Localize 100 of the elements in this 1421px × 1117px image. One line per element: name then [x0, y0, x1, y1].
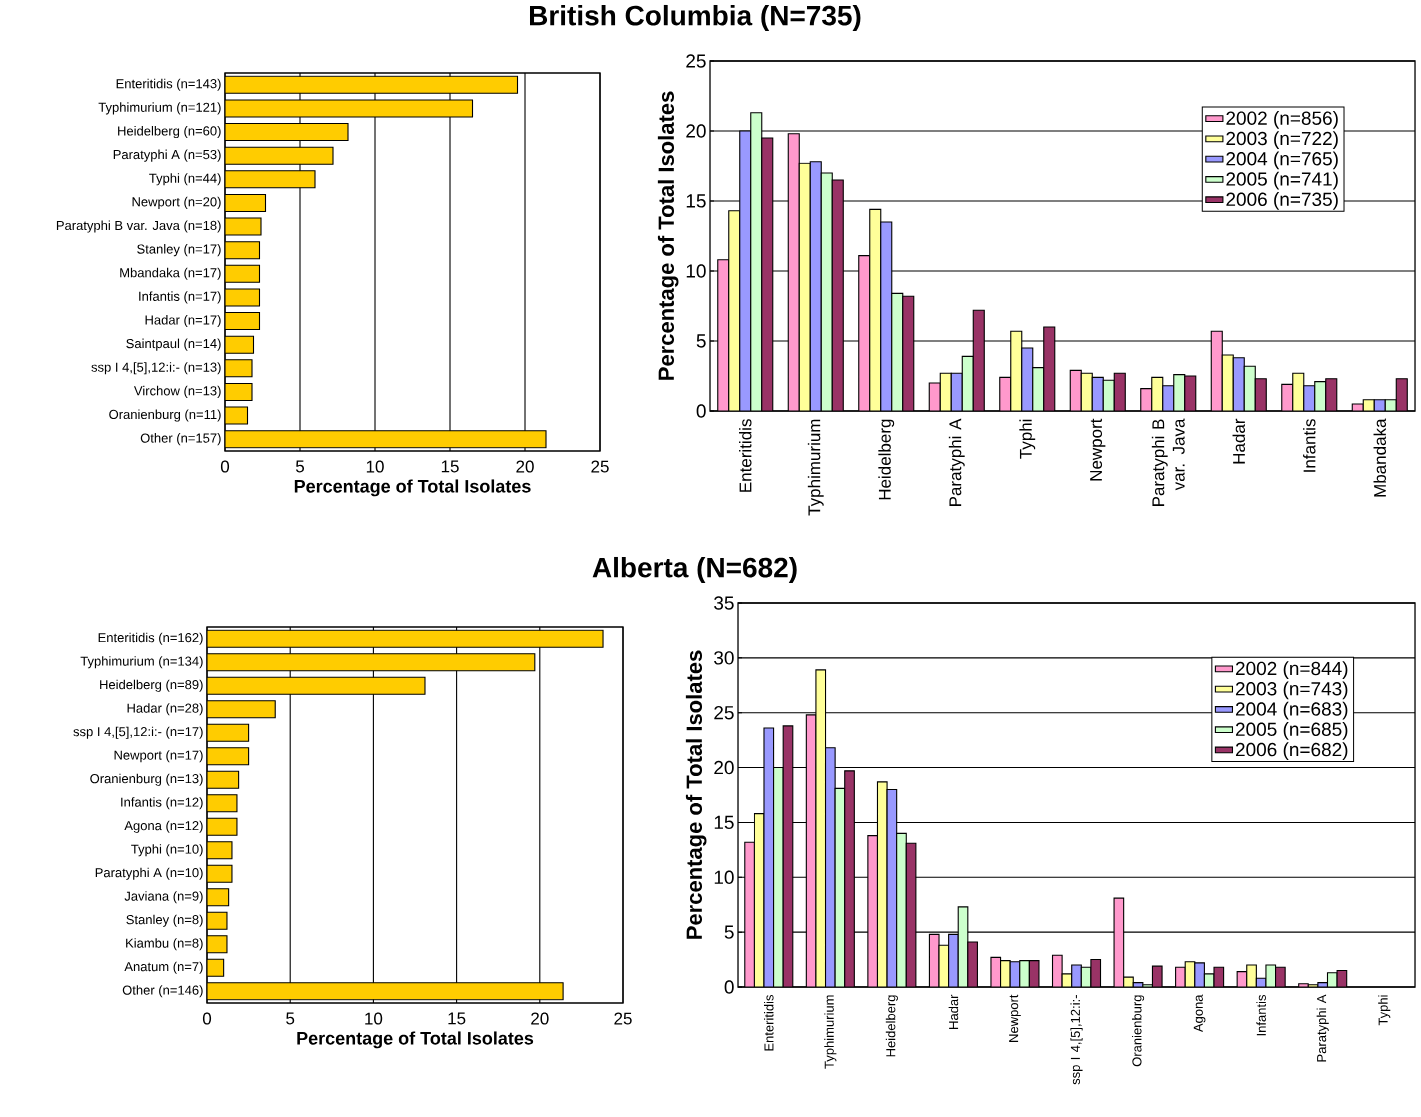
bar — [207, 700, 276, 719]
legend-label: 2004 (n=765) — [1226, 151, 1338, 170]
legend-label: 2006 (n=682) — [1235, 742, 1348, 761]
y-tick-label: Agona (n=12) — [124, 820, 203, 833]
y-tick-label: 0 — [696, 404, 706, 418]
x-tick-label: Newport — [1090, 418, 1106, 481]
y-tick-label: Typhimurium (n=121) — [98, 102, 221, 115]
bar — [207, 629, 604, 648]
y-tick-label: ssp I 4,[5],12:i:- (n=13) — [91, 362, 221, 375]
bar — [831, 179, 844, 411]
x-tick-label: Newport — [1009, 994, 1021, 1042]
y-tick-label: 15 — [714, 815, 734, 830]
y-tick-label: ssp I 4,[5],12:i:- (n=17) — [73, 726, 203, 739]
x-tick-label: Heidelberg — [885, 995, 898, 1057]
x-tick-label: Infantis — [1256, 995, 1266, 1036]
bar — [207, 653, 536, 672]
legend-label: 2002 (n=844) — [1235, 661, 1348, 679]
x-tick-label: Heidelberg — [878, 419, 895, 500]
y-tick-label: 15 — [686, 194, 706, 208]
x-tick-label: Paratyphi A — [1316, 994, 1329, 1062]
x-tick-label: Agona — [1193, 994, 1206, 1033]
y-tick-label: 0 — [724, 980, 734, 994]
y-tick-label: Other (n=157) — [140, 433, 221, 446]
y-tick-label: Infantis (n=17) — [139, 291, 221, 304]
y-tick-label: 20 — [714, 760, 734, 775]
x-tick-label: Infantis — [1303, 419, 1316, 472]
text: Alberta (N=682) — [592, 556, 797, 584]
y-tick-label: 25 — [714, 705, 734, 720]
legend-label: 2005 (n=685) — [1235, 722, 1348, 740]
y-tick-label: Typhi (n=44) — [149, 173, 221, 186]
bar — [869, 208, 882, 411]
y-tick-label: Typhimurium (n=134) — [80, 656, 203, 669]
y-tick-label: Hadar (n=28) — [127, 703, 203, 716]
bar — [225, 170, 316, 189]
bar — [948, 933, 959, 987]
bar — [207, 723, 250, 742]
y-tick-label: Javiana (n=9) — [124, 891, 203, 904]
bar — [728, 210, 741, 411]
bar — [225, 75, 519, 94]
y-tick-label: Saintpaul (n=14) — [126, 338, 221, 351]
legend-label: 2002 (n=856) — [1226, 110, 1338, 129]
legend-label: 2005 (n=741) — [1226, 171, 1338, 190]
bar — [744, 841, 755, 987]
x-tick-label: 20 — [516, 460, 534, 473]
y-tick-label: Enteritidis (n=143) — [116, 78, 221, 91]
x-tick-label: 10 — [365, 1012, 383, 1025]
bar — [844, 770, 855, 987]
bar — [225, 241, 261, 260]
y-tick-label: Newport (n=17) — [114, 750, 203, 763]
y-tick-label: Heidelberg (n=89) — [100, 679, 203, 692]
x-tick-label: ssp I 4,[5],12:i:- — [1070, 995, 1083, 1085]
bar — [207, 676, 426, 695]
y-tick-label: 5 — [724, 925, 734, 939]
y-tick-label: Stanley (n=8) — [126, 914, 203, 927]
x-tick-label: 0 — [202, 1012, 212, 1025]
bar — [739, 130, 752, 411]
y-tick-label: Other (n=146) — [122, 985, 203, 998]
bar — [967, 941, 978, 987]
bar — [787, 133, 800, 411]
x-tick-label: Typhimurium — [807, 419, 824, 516]
bar — [225, 264, 261, 283]
y-tick-label: Infantis (n=12) — [121, 797, 203, 810]
bar — [750, 112, 763, 411]
y-tick-label: Paratyphi A (n=10) — [95, 867, 203, 880]
y-tick-label: Virchow (n=13) — [133, 385, 221, 398]
y-tick-label: Oranienburg (n=13) — [90, 773, 203, 786]
bar — [858, 255, 871, 411]
y-tick-label: Paratyphi A (n=53) — [113, 149, 221, 162]
y-tick-label: 25 — [686, 54, 706, 68]
x-tick-label: Hadar — [1232, 418, 1246, 464]
bar — [225, 193, 267, 212]
bar — [820, 172, 833, 411]
legend-label: 2003 (n=722) — [1226, 131, 1338, 149]
bar — [891, 292, 904, 411]
x-tick-label: 25 — [591, 460, 609, 473]
x-tick-label: Paratyphi B var. Java — [1151, 418, 1185, 506]
bar — [717, 259, 730, 411]
y-tick-label: Kiambu (n=8) — [126, 938, 203, 951]
x-tick-label: 10 — [366, 460, 384, 473]
y-tick-label: Mbandaka (n=17) — [120, 267, 221, 280]
y-tick-label: Heidelberg (n=60) — [118, 125, 221, 139]
x-tick-label: 15 — [441, 460, 459, 473]
x-tick-label: 5 — [286, 1012, 295, 1025]
y-tick-label: Anatum (n=7) — [124, 961, 203, 974]
y-tick-label: Oranienburg (n=11) — [109, 409, 221, 422]
bar — [798, 162, 811, 411]
bar — [207, 770, 240, 789]
x-tick-label: Typhimurium — [824, 995, 837, 1069]
text: British Columbia (N=735) — [529, 4, 861, 32]
x-tick-label: Paratyphi A — [948, 418, 965, 506]
x-tick-label: Oranienburg — [1131, 995, 1145, 1067]
bar — [225, 312, 261, 331]
legend-label: 2004 (n=683) — [1235, 701, 1348, 720]
bar — [207, 982, 564, 1001]
y-tick-label: Stanley (n=17) — [137, 244, 221, 257]
legend-label: 2003 (n=743) — [1235, 681, 1348, 700]
y-tick-label: Typhi (n=10) — [131, 844, 203, 857]
bar — [225, 146, 334, 165]
x-axis-title: Percentage of Total Isolates — [297, 1031, 534, 1049]
bar — [809, 161, 822, 411]
